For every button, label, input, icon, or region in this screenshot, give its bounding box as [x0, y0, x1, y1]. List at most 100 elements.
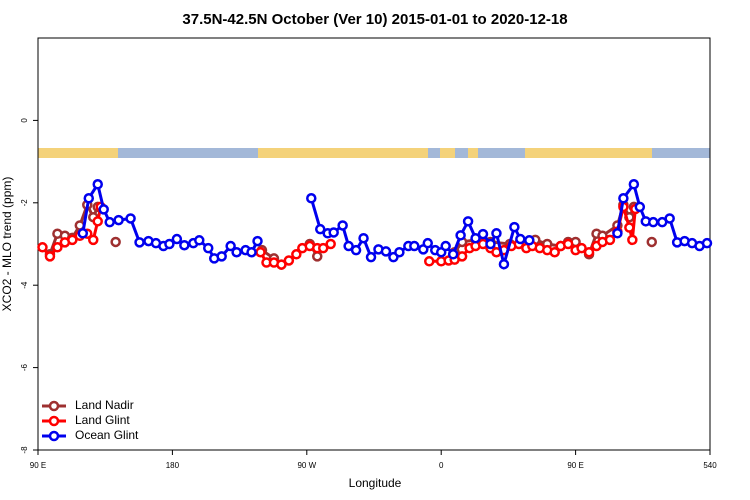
- point: [92, 179, 103, 190]
- point: [509, 221, 520, 233]
- point: [424, 256, 435, 267]
- land-band: [38, 148, 118, 158]
- legend-marker: [48, 400, 60, 412]
- chart-title: 37.5N-42.5N October (Ver 10) 2015-01-01 …: [182, 11, 567, 28]
- point: [125, 213, 136, 224]
- y-tick-label: -8: [20, 446, 29, 454]
- point: [328, 227, 339, 238]
- point: [231, 246, 242, 258]
- point: [549, 246, 560, 258]
- point: [246, 246, 257, 258]
- point: [477, 228, 489, 240]
- point: [202, 242, 214, 254]
- point: [409, 240, 420, 252]
- point: [350, 244, 362, 256]
- point: [422, 237, 434, 249]
- point: [291, 249, 302, 260]
- point: [98, 204, 109, 215]
- legend-label: Land Glint: [75, 413, 130, 427]
- point: [491, 228, 502, 239]
- point: [44, 251, 56, 262]
- point: [612, 228, 623, 239]
- point: [283, 255, 295, 266]
- point: [252, 235, 263, 247]
- x-tick-label: 90 E: [30, 461, 46, 470]
- point: [164, 238, 175, 250]
- x-tick-label: 180: [166, 461, 180, 470]
- y-tick-label: -4: [20, 281, 29, 289]
- point: [225, 240, 236, 252]
- point: [325, 238, 336, 250]
- point: [306, 193, 317, 204]
- point: [498, 258, 510, 270]
- point: [104, 216, 115, 228]
- y-tick-label: 0: [20, 118, 29, 123]
- x-axis-label: Longitude: [349, 476, 402, 490]
- point: [628, 179, 640, 190]
- x-tick-label: 540: [703, 461, 717, 470]
- point: [110, 236, 121, 248]
- point: [394, 246, 405, 258]
- point: [343, 240, 354, 252]
- land-band: [525, 148, 652, 158]
- land-band: [468, 148, 478, 158]
- point: [583, 246, 595, 258]
- point: [455, 230, 466, 241]
- legend-label: Land Nadir: [75, 398, 134, 412]
- point: [618, 193, 629, 204]
- point: [171, 233, 183, 245]
- y-tick-label: -6: [20, 363, 29, 371]
- x-tick-label: 90 W: [297, 461, 316, 470]
- point: [194, 235, 205, 246]
- point: [485, 238, 496, 250]
- point: [562, 238, 574, 250]
- point: [624, 222, 635, 233]
- y-axis-label: XCO2 - MLO trend (ppm): [0, 177, 14, 312]
- point: [604, 234, 616, 246]
- point: [524, 235, 535, 246]
- y-tick-label: -2: [20, 199, 29, 207]
- point: [314, 223, 326, 235]
- point: [113, 214, 124, 226]
- x-tick-label: 0: [439, 461, 444, 470]
- legend-label: Ocean Glint: [75, 428, 139, 442]
- point: [440, 240, 451, 252]
- point: [664, 213, 675, 224]
- point: [515, 233, 526, 245]
- point: [276, 259, 287, 270]
- point: [216, 251, 227, 262]
- series-line: [50, 205, 652, 265]
- point: [67, 234, 78, 246]
- legend-marker: [48, 415, 60, 427]
- point: [627, 234, 638, 246]
- point: [470, 232, 481, 244]
- point: [317, 242, 329, 254]
- point: [77, 228, 89, 239]
- point: [52, 242, 63, 253]
- x-tick-label: 90 E: [567, 461, 583, 470]
- point: [701, 237, 713, 249]
- point: [255, 246, 266, 258]
- point: [358, 232, 369, 244]
- land-band: [440, 148, 455, 158]
- point: [646, 236, 658, 248]
- point: [634, 201, 646, 213]
- point: [88, 234, 99, 246]
- point: [456, 251, 468, 262]
- land-band: [258, 148, 428, 158]
- legend-marker: [48, 430, 60, 442]
- point: [37, 242, 48, 253]
- point: [83, 193, 95, 204]
- point: [447, 249, 459, 260]
- point: [92, 216, 103, 227]
- point: [380, 246, 392, 257]
- point: [179, 239, 190, 251]
- point: [134, 237, 145, 248]
- point: [365, 251, 377, 263]
- land-ocean-strip: [38, 148, 710, 158]
- point: [337, 220, 348, 231]
- point: [312, 251, 323, 262]
- point: [462, 216, 474, 227]
- point: [576, 242, 587, 254]
